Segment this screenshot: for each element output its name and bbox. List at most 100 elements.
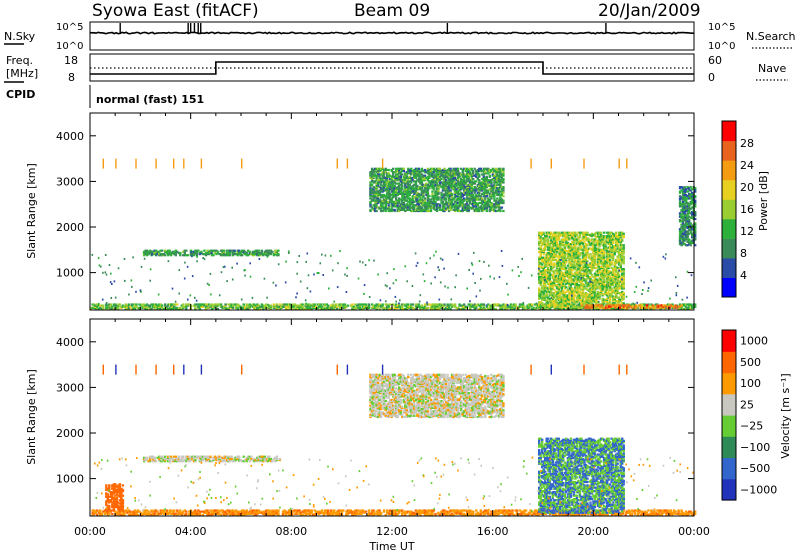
power-cell xyxy=(168,303,171,306)
power-cell xyxy=(209,249,212,252)
power-cell xyxy=(589,282,592,286)
power-cell xyxy=(396,208,399,211)
power-cell xyxy=(414,183,418,186)
power-cell xyxy=(154,254,158,257)
power-cell xyxy=(399,208,402,211)
power-cell xyxy=(452,167,455,170)
power-cell xyxy=(586,277,589,280)
power-cell xyxy=(117,305,120,308)
power-cell xyxy=(372,173,375,176)
power-cell xyxy=(386,192,389,195)
power-cell xyxy=(392,180,395,183)
power-cell xyxy=(481,187,484,190)
power-cell xyxy=(553,265,556,268)
power-cell xyxy=(429,173,433,176)
power-cell xyxy=(605,237,609,240)
power-cell xyxy=(604,260,607,263)
power-cell xyxy=(423,208,427,211)
power-cell xyxy=(481,206,484,209)
power-cell xyxy=(589,300,592,303)
power-cell xyxy=(426,175,430,178)
power-cell xyxy=(467,190,470,193)
power-cell xyxy=(481,207,484,210)
power-cell xyxy=(431,203,434,206)
power-cell xyxy=(571,297,574,300)
power-cell xyxy=(379,190,383,193)
power-cell xyxy=(407,190,410,193)
cpid-value: normal (fast) 151 xyxy=(96,93,204,106)
power-cell xyxy=(428,172,431,175)
power-cell xyxy=(259,305,262,308)
power-cell xyxy=(417,168,421,172)
power-cell xyxy=(571,269,574,272)
power-cell xyxy=(461,179,464,182)
power-cell xyxy=(592,307,596,311)
power-cell xyxy=(467,197,470,200)
power-cell xyxy=(500,168,504,172)
power-cell xyxy=(114,303,117,306)
power-cell xyxy=(466,176,469,179)
power-cell xyxy=(485,207,488,210)
power-cell xyxy=(581,237,585,240)
power-cell xyxy=(432,178,436,181)
power-cell xyxy=(694,303,697,306)
power-cell xyxy=(408,183,411,186)
power-cell xyxy=(272,253,276,256)
power-cell xyxy=(289,305,292,308)
power-cell xyxy=(379,209,383,213)
power-cell xyxy=(407,195,410,198)
power-cell xyxy=(467,199,470,202)
power-cell xyxy=(455,182,458,185)
power-cell xyxy=(601,248,604,251)
power-cell xyxy=(572,254,576,257)
power-cell xyxy=(392,208,395,211)
power-cell xyxy=(485,200,488,203)
power-cell xyxy=(245,254,248,257)
power-cell xyxy=(426,201,430,205)
power-cell xyxy=(204,303,208,306)
power-cell xyxy=(578,247,582,250)
power-cell xyxy=(577,288,580,291)
power-cell xyxy=(106,306,109,309)
power-cell xyxy=(372,198,375,201)
power-cell xyxy=(473,187,476,190)
power-cell xyxy=(598,262,601,265)
power-cell xyxy=(499,175,502,178)
power-cell xyxy=(548,236,551,239)
power-cell xyxy=(544,256,547,259)
power-cell xyxy=(592,248,595,251)
power-cell xyxy=(563,250,566,254)
power-cell xyxy=(550,290,553,293)
power-cell xyxy=(423,179,427,182)
power-cell xyxy=(455,184,458,187)
power-cell xyxy=(577,303,581,306)
power-cell xyxy=(592,292,595,295)
power-cell xyxy=(447,189,451,192)
power-cell xyxy=(147,304,150,307)
power-cell xyxy=(376,182,380,185)
power-cell xyxy=(239,250,242,253)
power-cell xyxy=(565,235,568,238)
power-cell xyxy=(419,173,422,176)
power-cell xyxy=(494,209,498,213)
power-cell xyxy=(482,195,485,198)
power-cell xyxy=(440,172,443,175)
power-cell xyxy=(115,304,119,307)
power-cell xyxy=(595,273,598,276)
power-cell xyxy=(581,282,585,286)
power-cell xyxy=(607,270,610,273)
power-cell xyxy=(216,307,220,311)
power-cell xyxy=(209,305,212,308)
power-cell xyxy=(381,174,384,177)
power-cell xyxy=(378,167,381,170)
power-cell xyxy=(542,297,545,300)
power-cell xyxy=(478,201,481,205)
power-cell xyxy=(407,206,410,209)
power-cell xyxy=(553,271,556,274)
power-cell xyxy=(493,183,496,186)
power-cell xyxy=(605,269,609,272)
power-cell xyxy=(490,180,493,183)
power-cell xyxy=(456,207,460,210)
power-cell xyxy=(256,253,259,256)
power-cell xyxy=(216,303,220,306)
